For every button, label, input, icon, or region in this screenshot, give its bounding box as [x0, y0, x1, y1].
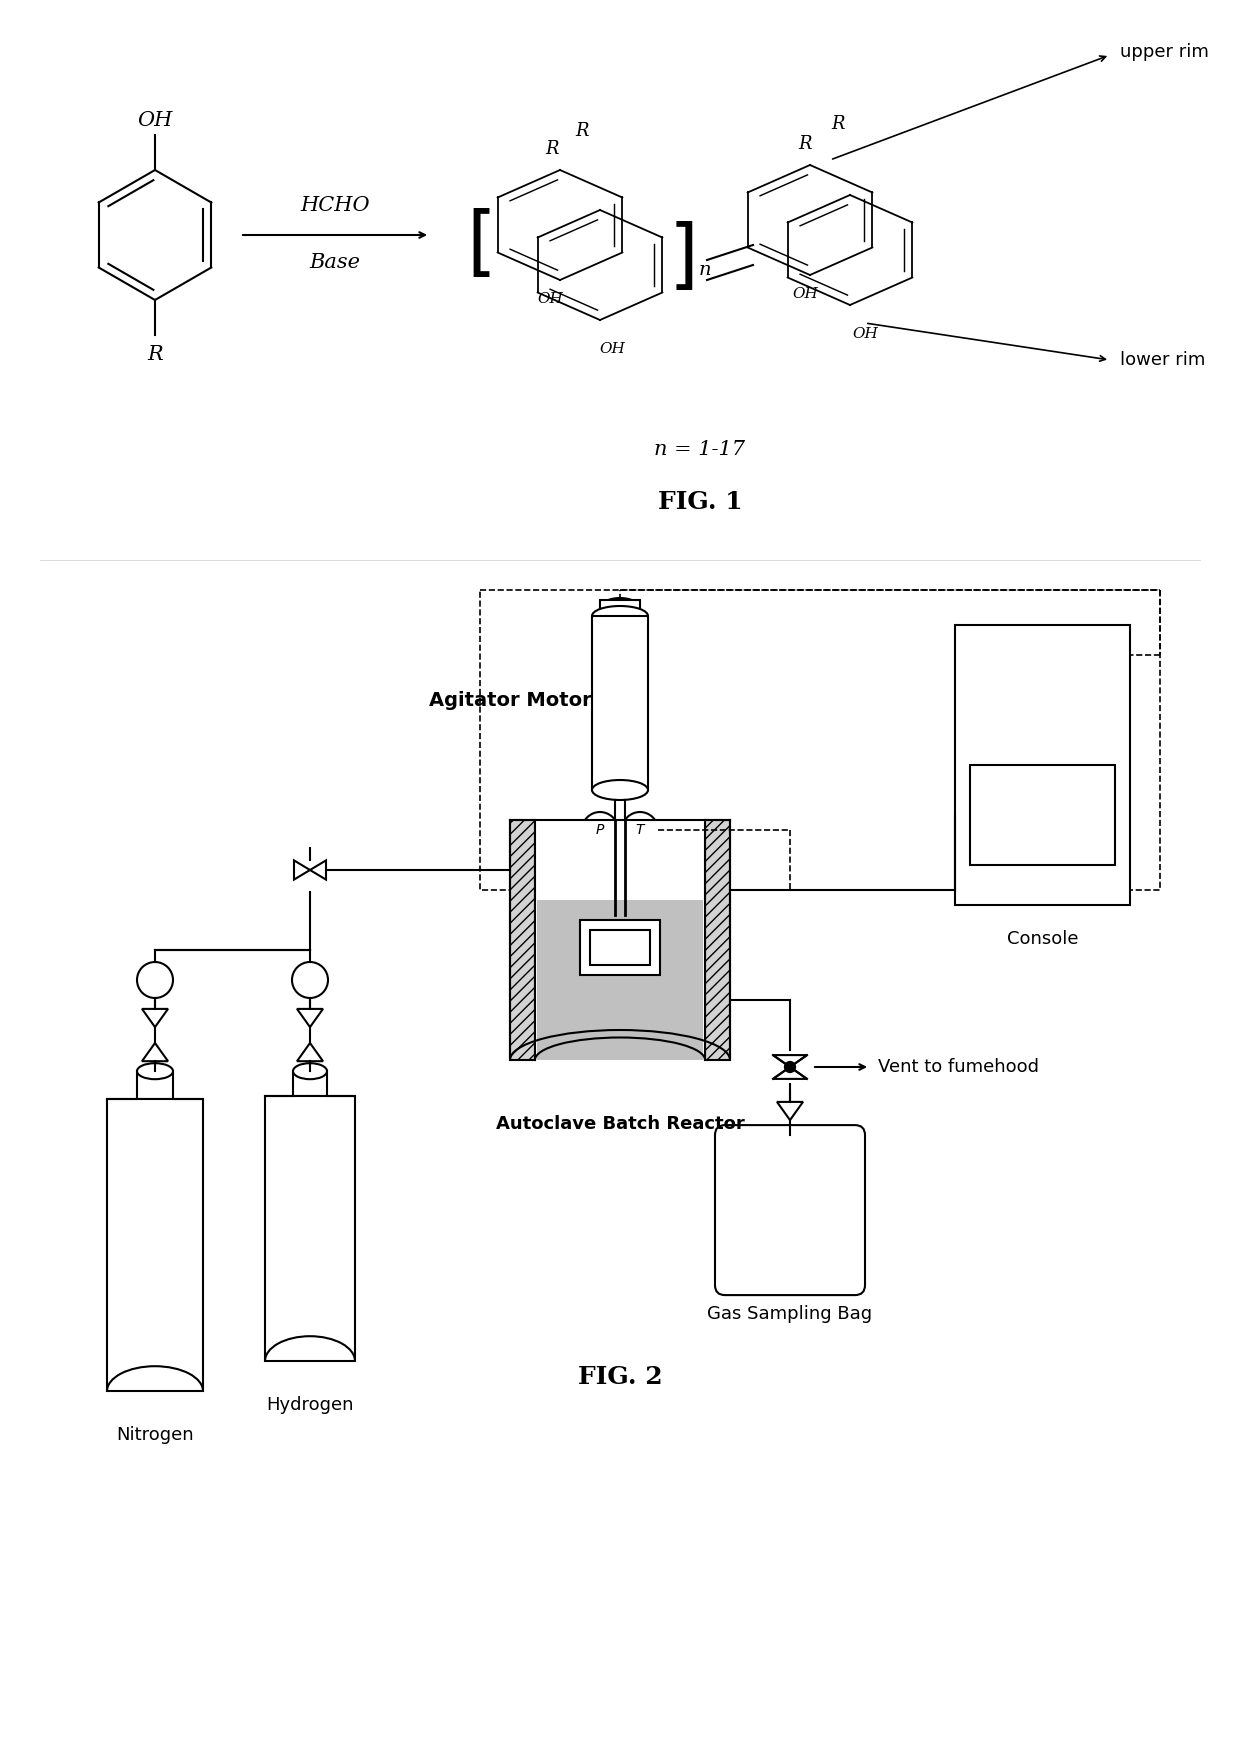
Text: Hydrogen: Hydrogen — [267, 1396, 353, 1415]
Text: Autoclave Batch Reactor: Autoclave Batch Reactor — [496, 1116, 744, 1133]
Bar — [600, 600, 640, 616]
Text: Console: Console — [1007, 929, 1079, 949]
Text: R: R — [831, 114, 844, 134]
Bar — [970, 766, 1115, 864]
Text: OH: OH — [792, 287, 818, 301]
Text: Nitrogen: Nitrogen — [117, 1426, 193, 1445]
Text: OH: OH — [852, 327, 878, 341]
Text: T: T — [636, 824, 645, 838]
Polygon shape — [773, 1067, 807, 1079]
Ellipse shape — [622, 811, 658, 848]
Text: OH: OH — [138, 111, 172, 130]
Text: upper rim: upper rim — [1120, 42, 1209, 62]
Text: HCHO: HCHO — [300, 195, 370, 215]
Ellipse shape — [136, 1063, 174, 1079]
Polygon shape — [143, 1008, 167, 1028]
Bar — [590, 929, 650, 964]
Text: Base: Base — [310, 253, 361, 273]
Text: [: [ — [466, 208, 496, 282]
Bar — [293, 1072, 327, 1096]
Ellipse shape — [600, 598, 640, 618]
Polygon shape — [298, 1044, 322, 1061]
Text: lower rim: lower rim — [1120, 350, 1205, 370]
Text: OH: OH — [537, 292, 563, 306]
Ellipse shape — [591, 780, 649, 801]
Text: n = 1-17: n = 1-17 — [655, 440, 745, 459]
Bar — [537, 899, 703, 1060]
Text: FIG. 1: FIG. 1 — [657, 489, 743, 514]
Polygon shape — [777, 1102, 804, 1119]
Bar — [706, 820, 730, 1060]
Bar — [510, 820, 534, 1060]
Text: P: P — [595, 824, 604, 838]
Polygon shape — [773, 1054, 807, 1067]
Bar — [955, 625, 1130, 905]
Bar — [591, 616, 649, 790]
Polygon shape — [298, 1008, 322, 1028]
Bar — [136, 1072, 174, 1100]
Bar — [580, 920, 660, 975]
Ellipse shape — [136, 963, 174, 998]
Bar — [480, 590, 1159, 891]
Ellipse shape — [785, 1061, 795, 1072]
Text: ]: ] — [670, 222, 699, 296]
Polygon shape — [143, 1044, 167, 1061]
Text: n: n — [699, 260, 712, 280]
Text: R: R — [575, 121, 589, 141]
Bar — [107, 1100, 203, 1390]
Text: R: R — [148, 345, 162, 364]
Text: Agitator Motor: Agitator Motor — [429, 690, 591, 709]
FancyBboxPatch shape — [715, 1125, 866, 1295]
Bar — [265, 1096, 355, 1360]
Ellipse shape — [591, 605, 649, 627]
Ellipse shape — [293, 1063, 327, 1079]
Text: R: R — [799, 136, 812, 153]
Polygon shape — [310, 861, 326, 880]
Ellipse shape — [582, 811, 618, 848]
Text: Vent to fumehood: Vent to fumehood — [878, 1058, 1039, 1075]
Text: Gas Sampling Bag: Gas Sampling Bag — [708, 1306, 873, 1324]
Bar — [534, 820, 706, 1060]
Ellipse shape — [291, 963, 329, 998]
Text: OH: OH — [599, 341, 625, 356]
Text: R: R — [546, 141, 559, 158]
Text: FIG. 2: FIG. 2 — [578, 1366, 662, 1389]
Polygon shape — [294, 861, 310, 880]
